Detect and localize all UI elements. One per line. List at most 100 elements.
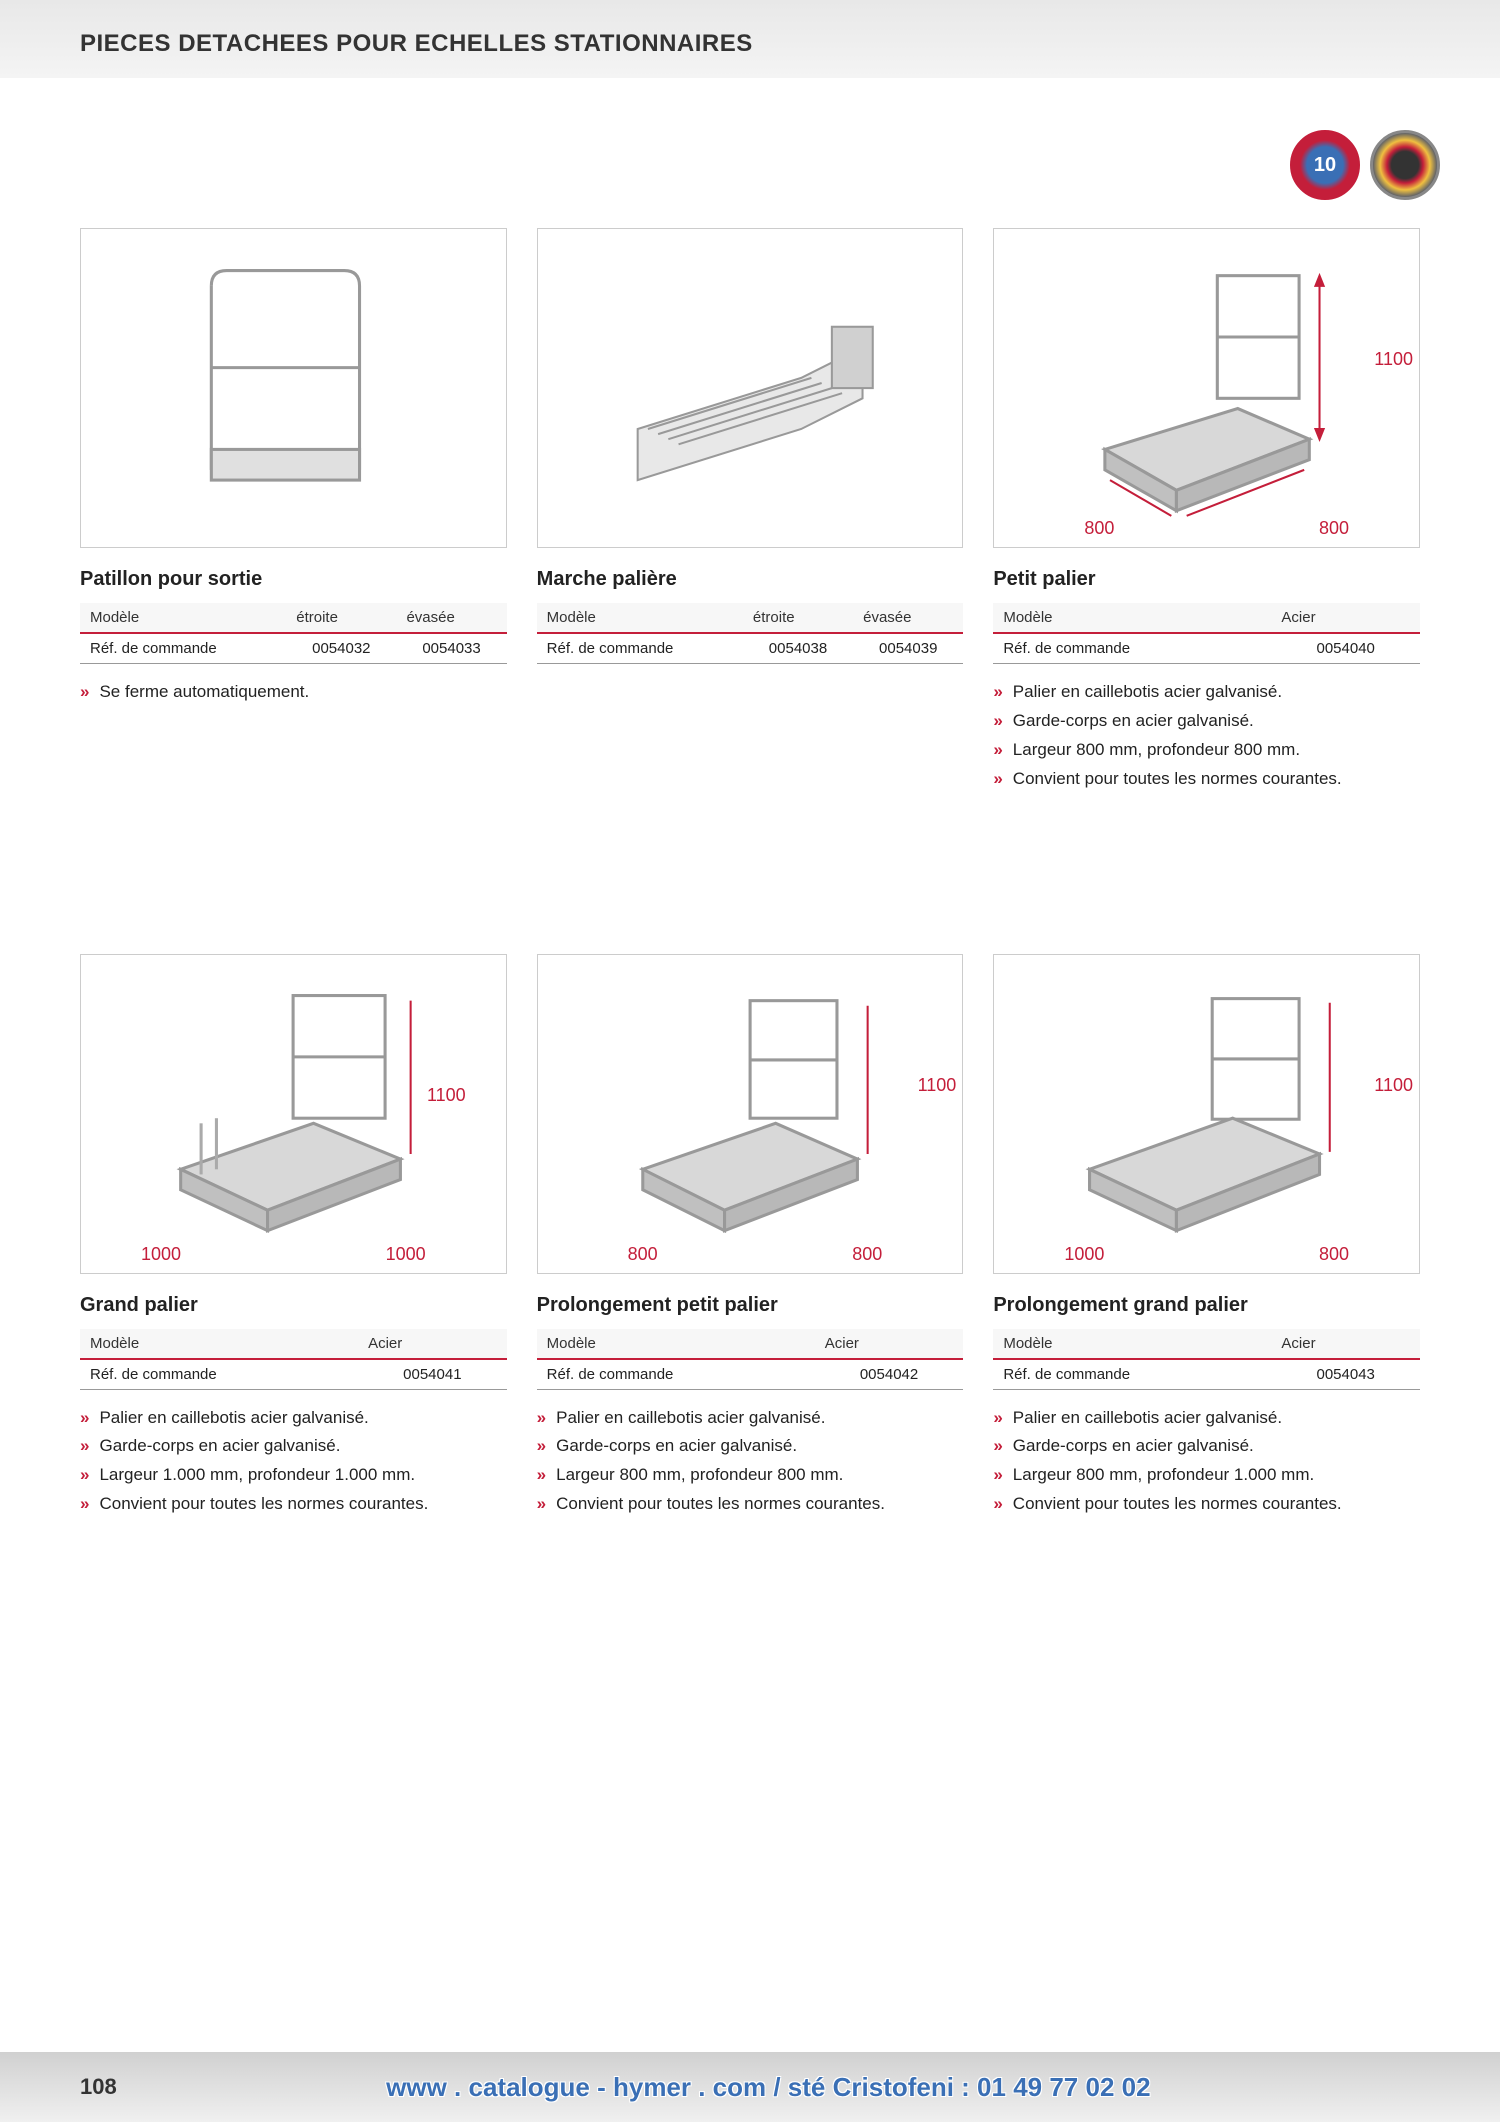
product-image: 1100 800 800	[537, 954, 964, 1274]
col-modele: Modèle	[537, 1329, 815, 1359]
col-acier: Acier	[815, 1329, 964, 1359]
product-title: Petit palier	[993, 568, 1420, 591]
spec-table: Modèle étroite évasée Réf. de commande 0…	[537, 603, 964, 664]
step-icon	[559, 245, 941, 531]
feature-item: Largeur 800 mm, profondeur 1.000 mm.	[993, 1461, 1420, 1490]
platform-icon	[1016, 245, 1398, 531]
table-row: Réf. de commande 0054043	[993, 1359, 1420, 1390]
product-prolongement-grand: 1100 1000 800 Prolongement grand palier …	[993, 954, 1420, 1520]
feature-item: Largeur 800 mm, profondeur 800 mm.	[993, 736, 1420, 765]
feature-item: Garde-corps en acier galvanisé.	[537, 1432, 964, 1461]
page-title: PIECES DETACHEES POUR ECHELLES STATIONNA…	[80, 30, 1420, 58]
feature-item: Palier en caillebotis acier galvanisé.	[537, 1404, 964, 1433]
table-row: Réf. de commande 0054042	[537, 1359, 964, 1390]
table-header-row: Modèle Acier	[80, 1329, 507, 1359]
ref-value: 0054032	[286, 633, 396, 664]
platform-ext-large-icon	[1016, 970, 1398, 1256]
product-image: 1100 1000 1000	[80, 954, 507, 1274]
feature-list: Palier en caillebotis acier galvanisé. G…	[537, 1404, 964, 1520]
col-modele: Modèle	[993, 603, 1271, 633]
dim-depth: 800	[852, 1244, 882, 1265]
product-title: Patillon pour sortie	[80, 568, 507, 591]
product-prolongement-petit: 1100 800 800 Prolongement petit palier M…	[537, 954, 964, 1520]
dim-width: 1000	[141, 1244, 181, 1265]
col-acier: Acier	[1271, 603, 1420, 633]
catalog-page: PIECES DETACHEES POUR ECHELLES STATIONNA…	[0, 0, 1500, 2122]
spec-table: Modèle Acier Réf. de commande 0054041	[80, 1329, 507, 1390]
feature-item: Convient pour toutes les normes courante…	[993, 765, 1420, 794]
ref-value: 0054043	[1271, 1359, 1420, 1390]
product-title: Prolongement grand palier	[993, 1294, 1420, 1317]
col-modele: Modèle	[80, 1329, 358, 1359]
table-header-row: Modèle Acier	[993, 1329, 1420, 1359]
row-label: Réf. de commande	[80, 1359, 358, 1390]
dim-height: 1100	[1374, 349, 1413, 370]
warranty-badge: 10	[1290, 130, 1360, 200]
product-image: 1100 1000 800	[993, 954, 1420, 1274]
feature-item: Palier en caillebotis acier galvanisé.	[993, 678, 1420, 707]
feature-item: Convient pour toutes les normes courante…	[80, 1490, 507, 1519]
dim-height: 1100	[918, 1075, 957, 1096]
footer-contact: www . catalogue - hymer . com / sté Cris…	[117, 2072, 1420, 2103]
col-etroite: étroite	[743, 603, 853, 633]
table-header-row: Modèle étroite évasée	[80, 603, 507, 633]
col-evasee: évasée	[853, 603, 963, 633]
product-grand-palier: 1100 1000 1000 Grand palier Modèle Acier…	[80, 954, 507, 1520]
col-acier: Acier	[358, 1329, 507, 1359]
dim-height: 1100	[1374, 1075, 1413, 1096]
feature-list: Palier en caillebotis acier galvanisé. G…	[993, 1404, 1420, 1520]
dim-depth: 1000	[386, 1244, 426, 1265]
product-title: Prolongement petit palier	[537, 1294, 964, 1317]
feature-item: Palier en caillebotis acier galvanisé.	[80, 1404, 507, 1433]
ref-value: 0054038	[743, 633, 853, 664]
row-label: Réf. de commande	[993, 1359, 1271, 1390]
feature-item: Garde-corps en acier galvanisé.	[993, 1432, 1420, 1461]
product-petit-palier: 1100 800 800 Petit palier Modèle Acier R…	[993, 228, 1420, 794]
table-row: Réf. de commande 0054038 0054039	[537, 633, 964, 664]
table-row: Réf. de commande 0054032 0054033	[80, 633, 507, 664]
ref-value: 0054041	[358, 1359, 507, 1390]
table-row: Réf. de commande 0054041	[80, 1359, 507, 1390]
spec-table: Modèle Acier Réf. de commande 0054040	[993, 603, 1420, 664]
badge-group: 10	[1290, 130, 1440, 200]
dim-width: 800	[1084, 518, 1114, 539]
feature-list: Se ferme automatiquement.	[80, 678, 507, 707]
col-etroite: étroite	[286, 603, 396, 633]
ref-value: 0054042	[815, 1359, 964, 1390]
col-modele: Modèle	[537, 603, 743, 633]
gate-icon	[102, 245, 484, 531]
feature-item: Convient pour toutes les normes courante…	[993, 1490, 1420, 1519]
col-modele: Modèle	[993, 1329, 1271, 1359]
product-title: Grand palier	[80, 1294, 507, 1317]
content: Patillon pour sortie Modèle étroite évas…	[0, 78, 1500, 1639]
feature-item: Palier en caillebotis acier galvanisé.	[993, 1404, 1420, 1433]
product-grid: Patillon pour sortie Modèle étroite évas…	[80, 228, 1420, 1519]
page-number: 108	[80, 2074, 117, 2100]
product-title: Marche palière	[537, 568, 964, 591]
row-label: Réf. de commande	[537, 1359, 815, 1390]
platform-large-icon	[102, 970, 484, 1256]
product-image	[537, 228, 964, 548]
ref-value: 0054040	[1271, 633, 1420, 664]
feature-item: Largeur 800 mm, profondeur 800 mm.	[537, 1461, 964, 1490]
table-row: Réf. de commande 0054040	[993, 633, 1420, 664]
row-label: Réf. de commande	[993, 633, 1271, 664]
table-header-row: Modèle Acier	[993, 603, 1420, 633]
feature-item: Garde-corps en acier galvanisé.	[80, 1432, 507, 1461]
col-acier: Acier	[1271, 1329, 1420, 1359]
col-modele: Modèle	[80, 603, 286, 633]
product-patillon: Patillon pour sortie Modèle étroite évas…	[80, 228, 507, 794]
feature-item: Se ferme automatiquement.	[80, 678, 507, 707]
dim-width: 800	[628, 1244, 658, 1265]
ref-value: 0054033	[396, 633, 506, 664]
platform-ext-icon	[559, 970, 941, 1256]
product-image	[80, 228, 507, 548]
dim-depth: 800	[1319, 518, 1349, 539]
dim-height: 1100	[427, 1085, 466, 1106]
spec-table: Modèle étroite évasée Réf. de commande 0…	[80, 603, 507, 664]
product-image: 1100 800 800	[993, 228, 1420, 548]
feature-list: Palier en caillebotis acier galvanisé. G…	[80, 1404, 507, 1520]
page-header: PIECES DETACHEES POUR ECHELLES STATIONNA…	[0, 0, 1500, 78]
ref-value: 0054039	[853, 633, 963, 664]
col-evasee: évasée	[396, 603, 506, 633]
